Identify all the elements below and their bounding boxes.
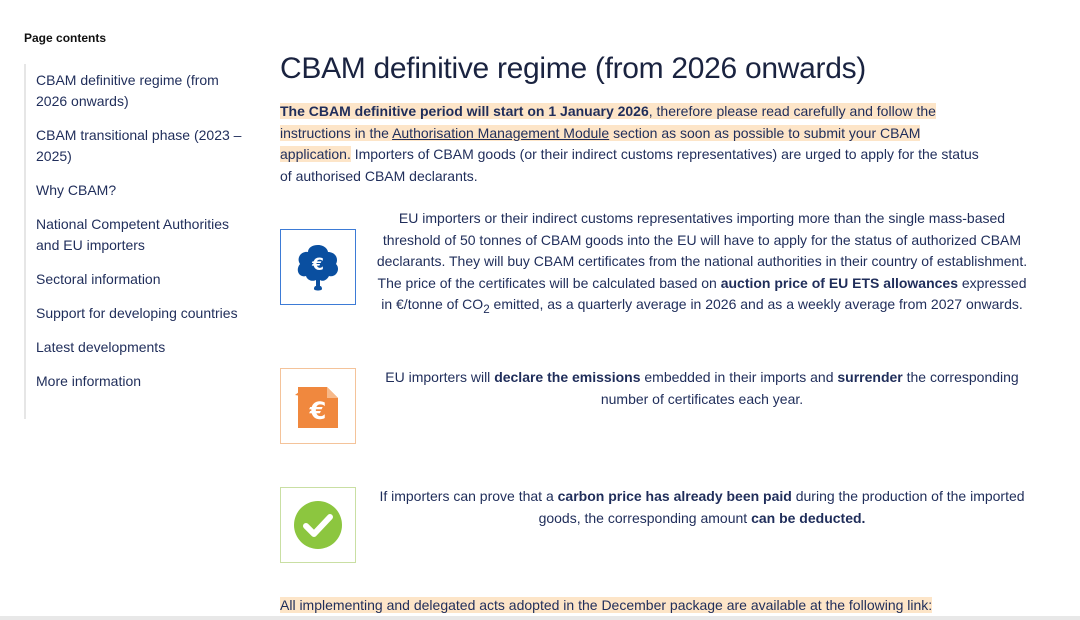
intro-paragraph: The CBAM definitive period will start on… — [280, 101, 980, 187]
euro-cloud-icon: € — [280, 229, 356, 305]
feature3-bold-1: carbon price has already been paid — [557, 488, 792, 504]
feature-carbon-price-deduction-text: If importers can prove that a carbon pri… — [374, 486, 1030, 529]
feature1-text-2: expressed in €/tonne of CO — [381, 274, 1027, 313]
toc-item-more-information[interactable]: More information — [36, 373, 142, 389]
toc-item-why-cbam[interactable]: Why CBAM? — [36, 182, 117, 198]
toc-item-transitional-phase[interactable]: CBAM transitional phase (2023 – 2025) — [36, 127, 242, 164]
feature3-text-2: during the production of the imported go… — [538, 488, 1025, 526]
feature-declare-emissions-text: EU importers will declare the emissions … — [374, 367, 1030, 410]
checkmark-icon — [280, 487, 356, 563]
toc-item-sectoral-information[interactable]: Sectoral information — [36, 271, 161, 287]
feature1-text-1: EU importers or their indirect customs r… — [376, 210, 1028, 291]
intro-text-1: , therefore please read carefully and fo… — [280, 103, 936, 141]
intro-text-3: Importers of CBAM goods (or their indire… — [280, 146, 979, 184]
toc-item-national-authorities[interactable]: National Competent Authorities and EU im… — [36, 216, 229, 253]
toc-item-support-developing[interactable]: Support for developing countries — [36, 305, 238, 321]
toc-item-definitive-regime[interactable]: CBAM definitive regime (from 2026 onward… — [36, 72, 219, 109]
page-title: CBAM definitive regime (from 2026 onward… — [280, 52, 866, 85]
feature2-bold-1: declare the emissions — [494, 369, 641, 385]
toc-item-latest-developments[interactable]: Latest developments — [36, 339, 166, 355]
feature1-bold-1: auction price of EU ETS allowances — [720, 274, 958, 291]
feature2-text-3: the corresponding number of certificates… — [600, 369, 1019, 407]
horizontal-scrollbar[interactable] — [0, 616, 1080, 620]
svg-text:€: € — [309, 397, 327, 425]
intro-bold-text: The CBAM definitive period will start on… — [280, 103, 649, 119]
authorisation-module-link[interactable]: Authorisation Management Module — [392, 124, 610, 141]
feature-authorised-declarants-text: EU importers or their indirect customs r… — [374, 208, 1030, 320]
implementing-acts-note: All implementing and delegated acts adop… — [280, 597, 933, 613]
feature3-text-1: If importers can prove that a — [379, 488, 558, 504]
feature3-bold-2: can be deducted. — [751, 509, 866, 526]
euro-document-icon: € — [280, 368, 356, 444]
intro-text-2: section as soon as possible to submit yo… — [280, 124, 921, 163]
feature1-co2-subscript: 2 — [483, 302, 490, 316]
feature2-text-2: embedded in their imports and — [640, 369, 838, 385]
feature2-bold-2: surrender — [837, 369, 903, 385]
feature1-text-3: emitted, as a quarterly average in 2026 … — [489, 296, 1023, 312]
feature2-text-1: EU importers will — [385, 369, 495, 385]
svg-text:€: € — [311, 255, 324, 275]
page-contents-nav: CBAM definitive regime (from 2026 onward… — [24, 64, 244, 419]
page-contents-title: Page contents — [24, 31, 107, 45]
